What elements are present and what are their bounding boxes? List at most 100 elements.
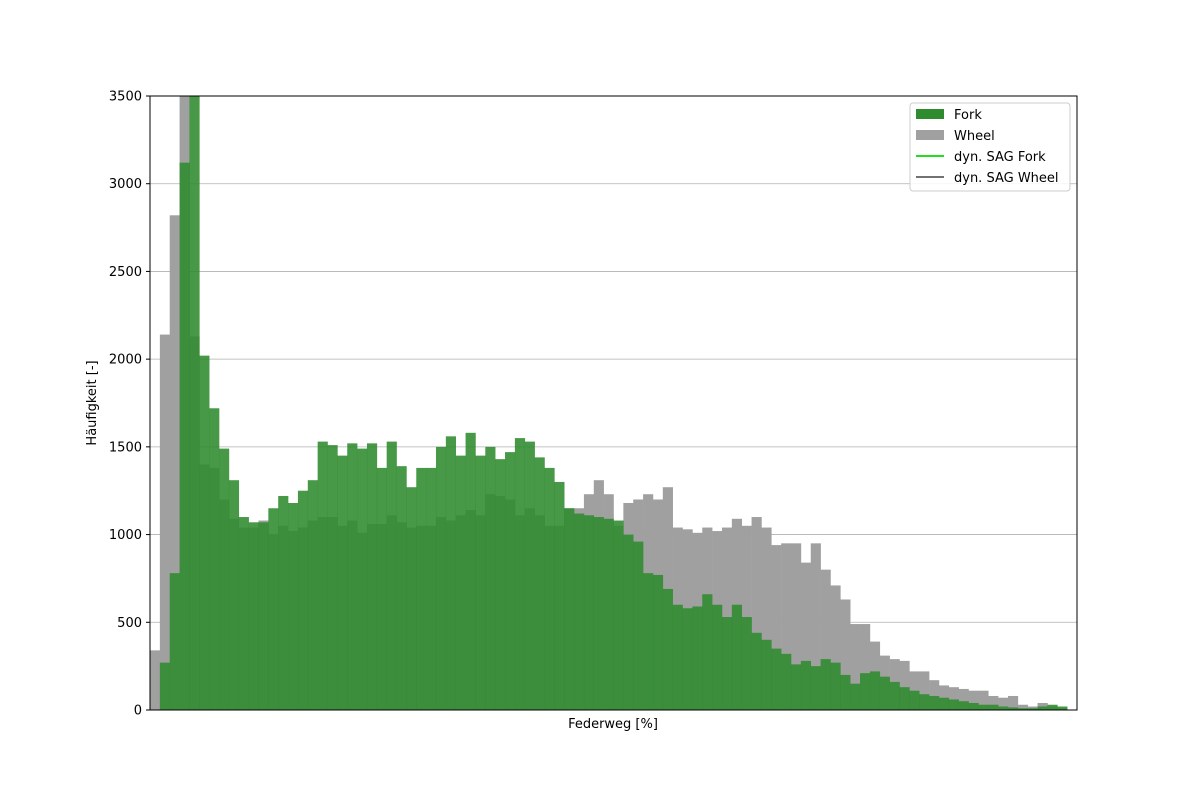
fork-bar	[1057, 706, 1068, 710]
wheel-bar	[791, 543, 802, 710]
wheel-bar	[150, 650, 161, 710]
fork-bar	[357, 448, 368, 710]
legend: Fork Wheel dyn. SAG Fork dyn. SAG Wheel	[909, 102, 1071, 192]
fork-bar	[169, 573, 180, 710]
legend-box	[909, 102, 1071, 192]
fork-bar	[948, 699, 959, 710]
fork-bar	[554, 481, 565, 710]
fork-bar	[633, 541, 644, 710]
wheel-bar	[840, 599, 851, 710]
fork-bar	[219, 448, 230, 710]
fork-bar	[288, 502, 299, 710]
fork-bar	[495, 459, 506, 710]
fork-bar	[376, 467, 387, 710]
fork-bar	[574, 513, 585, 710]
fork-bar	[899, 687, 910, 710]
fork-bar	[692, 606, 703, 710]
fork-bar	[159, 662, 171, 710]
legend-swatch-fork	[916, 109, 944, 119]
wheel-bar	[958, 688, 969, 710]
fork-bar	[347, 443, 358, 710]
fork-bar	[258, 522, 269, 710]
wheel-bar	[751, 517, 762, 710]
fork-bar	[455, 455, 466, 710]
fork-bar	[209, 408, 220, 710]
fork-bar	[366, 443, 378, 710]
wheel-bar	[830, 585, 841, 710]
legend-label-sag-wheel: dyn. SAG Wheel	[954, 171, 1059, 186]
fork-bar	[603, 518, 614, 710]
fork-bar	[613, 520, 624, 710]
fork-bar	[800, 660, 812, 710]
fork-bar	[672, 604, 683, 710]
fork-bar	[860, 673, 871, 710]
fork-bar	[416, 467, 427, 710]
fork-bar	[189, 96, 200, 710]
fork-bar	[327, 445, 338, 710]
fork-bar	[662, 588, 673, 710]
y-tick-label: 0	[134, 704, 142, 719]
fork-bar	[297, 490, 309, 710]
wheel-bar	[781, 543, 792, 710]
fork-bar	[652, 574, 664, 710]
fork-bar	[465, 432, 476, 710]
fork-bar	[781, 653, 792, 710]
fork-bar	[564, 508, 575, 710]
fork-bar	[751, 632, 762, 710]
fork-bar	[435, 446, 447, 710]
fork-bar	[731, 604, 743, 710]
fork-bar	[909, 690, 920, 710]
fork-bar	[505, 452, 516, 710]
plot-frame	[149, 95, 1078, 711]
fork-bar	[1017, 708, 1028, 710]
fork-bar	[1047, 704, 1058, 710]
fork-bar	[534, 457, 545, 710]
fork-bar	[643, 573, 654, 710]
fork-bar	[998, 706, 1009, 710]
fork-bar	[702, 594, 713, 710]
fork-bar	[988, 704, 999, 710]
fork-bar	[307, 480, 318, 710]
wheel-bar	[860, 624, 871, 710]
y-tick-label: 3500	[109, 90, 142, 105]
fork-bar	[879, 676, 890, 710]
fork-bar	[840, 674, 851, 710]
fork-bar	[1027, 708, 1038, 710]
fork-bar	[889, 681, 900, 710]
y-axis-ticks: 0 500 1000 1500 2000 2500 3000 3500	[109, 90, 150, 719]
fork-bar	[583, 515, 595, 710]
y-tick-label: 2500	[109, 265, 142, 280]
fork-bar	[938, 697, 950, 710]
wheel-bar	[899, 660, 910, 710]
wheel-bar	[810, 543, 821, 710]
fork-bar	[741, 617, 752, 710]
fork-bar	[721, 617, 733, 710]
wheel-bar	[948, 687, 959, 710]
fork-bar	[978, 704, 989, 710]
legend-label-wheel: Wheel	[954, 129, 995, 144]
fork-bar	[929, 695, 940, 710]
y-tick-label: 2000	[109, 353, 142, 368]
legend-label-sag-fork: dyn. SAG Fork	[954, 150, 1046, 165]
wheel-bar	[771, 545, 782, 710]
wheel-bar	[919, 671, 930, 710]
fork-bar	[337, 455, 348, 710]
fork-bar	[820, 659, 831, 710]
fork-bar	[386, 441, 397, 710]
fork-bar	[544, 467, 555, 710]
fork-bar	[869, 671, 881, 710]
fork-bar	[830, 662, 841, 710]
fork-bar	[406, 487, 417, 710]
fork-bar	[919, 694, 930, 710]
wheel-bar	[1017, 704, 1028, 710]
wheel-bar	[998, 697, 1009, 710]
fork-bar	[850, 683, 861, 710]
fork-bar	[278, 495, 289, 710]
fork-bar	[623, 534, 634, 710]
fork-bar	[199, 355, 210, 710]
fork-bar	[761, 639, 772, 710]
fork-bar	[712, 604, 723, 710]
fork-bar	[445, 436, 457, 710]
wheel-bar	[850, 624, 861, 710]
wheel-bar	[1007, 695, 1019, 710]
